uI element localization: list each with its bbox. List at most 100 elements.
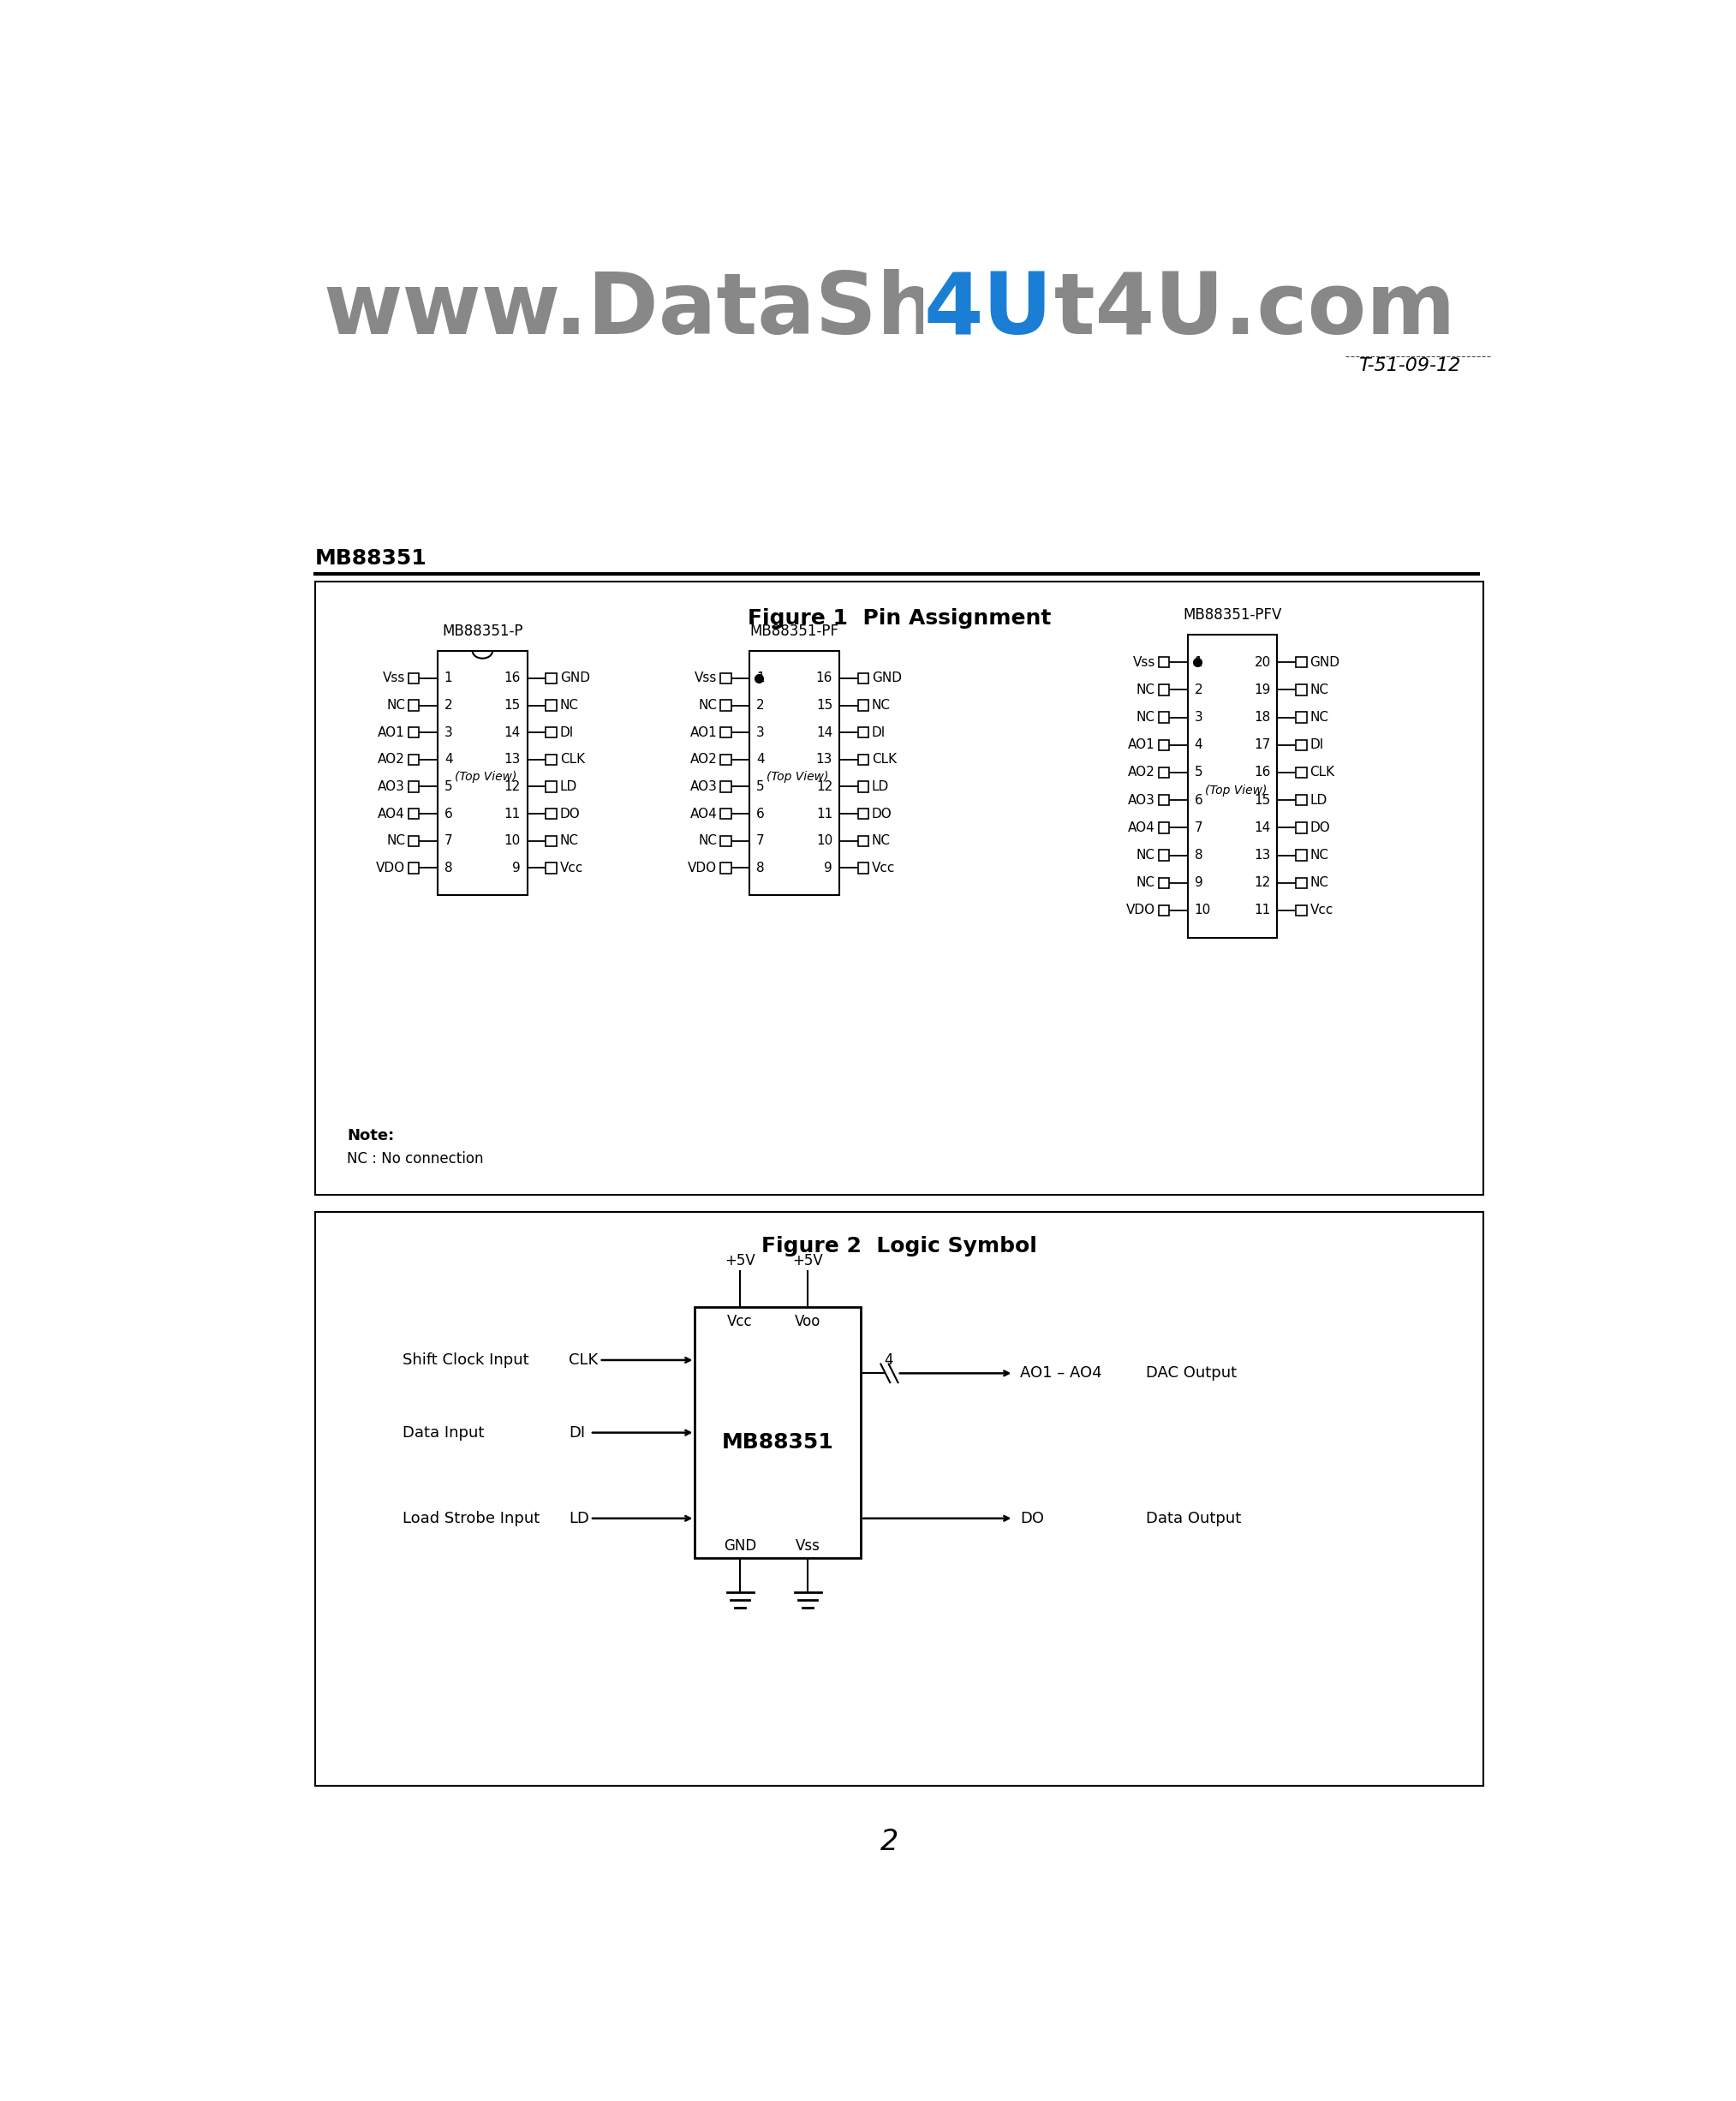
Text: Load Strobe Input: Load Strobe Input bbox=[403, 1511, 540, 1525]
Text: 12: 12 bbox=[1253, 876, 1271, 889]
Text: VDO: VDO bbox=[687, 861, 717, 874]
Bar bbox=[720, 782, 731, 792]
Text: MB88351: MB88351 bbox=[316, 548, 427, 569]
Text: GND: GND bbox=[871, 672, 901, 685]
Text: 4: 4 bbox=[444, 752, 453, 767]
Bar bbox=[408, 836, 418, 847]
Text: DI: DI bbox=[569, 1424, 585, 1441]
Text: 5: 5 bbox=[1194, 767, 1203, 779]
Bar bbox=[545, 809, 557, 819]
Text: 8: 8 bbox=[1194, 849, 1203, 861]
Bar bbox=[750, 651, 838, 895]
Bar bbox=[720, 727, 731, 737]
Text: 6: 6 bbox=[757, 807, 764, 819]
Text: 12: 12 bbox=[503, 779, 521, 792]
Text: LD: LD bbox=[569, 1511, 589, 1525]
Bar bbox=[858, 864, 868, 874]
Text: 6: 6 bbox=[444, 807, 453, 819]
Bar bbox=[720, 836, 731, 847]
Text: NC: NC bbox=[387, 700, 404, 712]
Bar bbox=[1158, 851, 1168, 861]
Text: DI: DI bbox=[1311, 740, 1325, 752]
Bar bbox=[545, 782, 557, 792]
Text: 4: 4 bbox=[757, 752, 764, 767]
Text: NC : No connection: NC : No connection bbox=[347, 1151, 484, 1166]
Bar bbox=[545, 864, 557, 874]
Text: 2: 2 bbox=[757, 700, 764, 712]
Bar bbox=[1158, 767, 1168, 777]
Bar bbox=[1295, 906, 1307, 916]
Text: 4U: 4U bbox=[924, 269, 1052, 351]
Text: 1: 1 bbox=[757, 672, 764, 685]
Text: 4: 4 bbox=[884, 1353, 894, 1368]
Text: LD: LD bbox=[559, 779, 576, 792]
Text: NC: NC bbox=[559, 834, 578, 847]
Text: AO2: AO2 bbox=[378, 752, 404, 767]
Text: Voo: Voo bbox=[795, 1313, 821, 1330]
Bar bbox=[1187, 635, 1278, 937]
Text: Vss: Vss bbox=[795, 1538, 819, 1555]
Text: 14: 14 bbox=[816, 727, 833, 740]
Bar bbox=[694, 1307, 861, 1559]
Text: 11: 11 bbox=[816, 807, 833, 819]
Bar bbox=[1295, 712, 1307, 723]
Bar bbox=[408, 672, 418, 683]
Text: 1: 1 bbox=[1194, 656, 1203, 668]
Text: AO4: AO4 bbox=[689, 807, 717, 819]
Bar bbox=[1158, 821, 1168, 832]
Text: CLK: CLK bbox=[559, 752, 585, 767]
Text: 13: 13 bbox=[1253, 849, 1271, 861]
Text: NC: NC bbox=[387, 834, 404, 847]
Text: 11: 11 bbox=[1253, 903, 1271, 916]
Text: 16: 16 bbox=[1253, 767, 1271, 779]
Bar bbox=[858, 672, 868, 683]
Text: 8: 8 bbox=[757, 861, 764, 874]
Text: DO: DO bbox=[871, 807, 892, 819]
Text: NC: NC bbox=[1311, 849, 1328, 861]
Bar bbox=[408, 700, 418, 710]
Text: NC: NC bbox=[698, 834, 717, 847]
Text: AO1: AO1 bbox=[378, 727, 404, 740]
Text: CLK: CLK bbox=[569, 1353, 599, 1368]
Bar bbox=[1158, 906, 1168, 916]
Text: AO1: AO1 bbox=[689, 727, 717, 740]
Text: NC: NC bbox=[1137, 710, 1154, 725]
Text: DI: DI bbox=[871, 727, 885, 740]
Bar bbox=[1158, 794, 1168, 805]
Text: AO3: AO3 bbox=[378, 779, 404, 792]
Text: AO3: AO3 bbox=[1128, 794, 1154, 807]
Bar bbox=[858, 727, 868, 737]
Text: Vcc: Vcc bbox=[559, 861, 583, 874]
Text: 6: 6 bbox=[1194, 794, 1203, 807]
Text: 10: 10 bbox=[1194, 903, 1210, 916]
Bar bbox=[1158, 740, 1168, 750]
Text: 2: 2 bbox=[1194, 683, 1203, 695]
Text: 3: 3 bbox=[444, 727, 453, 740]
Text: T-51-09-12: T-51-09-12 bbox=[1359, 357, 1460, 374]
Text: 4: 4 bbox=[1194, 740, 1203, 752]
Bar bbox=[720, 809, 731, 819]
Text: DO: DO bbox=[1311, 821, 1330, 834]
Text: 19: 19 bbox=[1253, 683, 1271, 695]
Text: 15: 15 bbox=[503, 700, 521, 712]
Bar bbox=[1295, 878, 1307, 889]
Text: AO2: AO2 bbox=[689, 752, 717, 767]
Text: 7: 7 bbox=[444, 834, 453, 847]
Text: NC: NC bbox=[1311, 683, 1328, 695]
Bar bbox=[720, 672, 731, 683]
Text: Data Input: Data Input bbox=[403, 1424, 484, 1441]
Bar bbox=[858, 782, 868, 792]
Bar bbox=[1158, 658, 1168, 668]
Bar bbox=[316, 582, 1484, 1195]
Bar bbox=[858, 700, 868, 710]
Text: Figure 2  Logic Symbol: Figure 2 Logic Symbol bbox=[762, 1235, 1036, 1256]
Bar bbox=[1295, 821, 1307, 832]
Text: MB88351-PFV: MB88351-PFV bbox=[1184, 607, 1281, 622]
Text: NC: NC bbox=[1137, 849, 1154, 861]
Text: 9: 9 bbox=[825, 861, 833, 874]
Bar bbox=[720, 754, 731, 765]
Text: 16: 16 bbox=[816, 672, 833, 685]
Text: AO4: AO4 bbox=[378, 807, 404, 819]
Bar bbox=[1295, 851, 1307, 861]
Text: NC: NC bbox=[1137, 876, 1154, 889]
